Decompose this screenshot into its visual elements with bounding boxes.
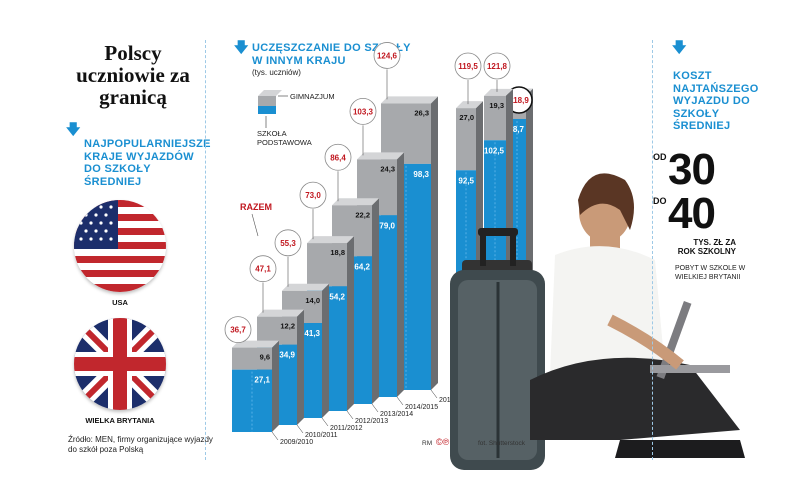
from-label: OD	[653, 152, 667, 162]
legend-label-podstawowa: PODSTAWOWA	[257, 138, 312, 147]
bar-top	[484, 88, 513, 96]
chart-title: UCZĘSZCZANIE DO SZKOŁY W INNYM KRAJU	[252, 42, 411, 67]
label-podstawowa: 108,7	[504, 125, 525, 134]
label-podstawowa: 92,5	[458, 176, 474, 185]
cost-unit: TYS. ZŁ ZA ROK SZKOLNY	[677, 238, 736, 256]
page-title: Polscy uczniowie za granicą	[76, 41, 190, 109]
total-legend-label: RAZEM	[240, 202, 272, 212]
student-photo	[450, 173, 745, 470]
year-label: 2013/2014	[380, 411, 413, 418]
copyright-icon: ©℗	[436, 437, 450, 447]
year-label: 2011/2012	[330, 425, 363, 432]
legend-label-gimnazjum: GIMNAZJUM	[290, 92, 335, 101]
bar-side	[397, 152, 404, 397]
chart-subtitle: (tys. uczniów)	[252, 68, 301, 77]
arrow-down-icon: 🡇	[672, 39, 687, 55]
divider-right	[652, 40, 653, 460]
legend-swatch-gimnazjum	[258, 96, 276, 106]
suitcase-icon	[450, 228, 545, 470]
total-label: 124,6	[377, 51, 398, 60]
rm-credit: RM	[422, 440, 433, 447]
total-label: 103,3	[353, 107, 374, 116]
usa-flag-icon	[74, 200, 166, 292]
total-circle	[249, 255, 277, 283]
label-gimnazjum: 22,2	[355, 210, 370, 219]
total-label: 55,3	[280, 239, 296, 248]
label-gimnazjum: 24,3	[380, 164, 395, 173]
year-label: 2014/2015	[405, 404, 438, 411]
bar-top	[357, 152, 404, 160]
bar-side	[347, 236, 354, 411]
total-circle	[324, 143, 352, 171]
bar-side	[272, 340, 279, 432]
label-podstawowa: 34,9	[279, 351, 295, 360]
total-label: 73,0	[305, 191, 321, 200]
total-circle	[373, 42, 401, 69]
bar-top	[381, 96, 438, 104]
bar-gimnazjum	[257, 316, 297, 345]
total-label: 36,7	[230, 326, 246, 335]
cost-heading: KOSZT NAJTAŃSZEGO WYJAZDU DO SZKOŁY ŚRED…	[673, 70, 759, 132]
bar-top	[257, 309, 304, 317]
label-podstawowa: 102,5	[484, 146, 505, 155]
label-gimnazjum: 9,6	[260, 353, 270, 362]
label-podstawowa: 27,1	[254, 376, 270, 385]
divider-left	[205, 40, 206, 460]
label-gimnazjum: 18,8	[330, 248, 345, 257]
cost-note: POBYT W SZKOLE W WIELKIEJ BRYTANII	[675, 265, 746, 281]
photo-credit: fot. Shutterstock	[478, 440, 525, 447]
bar-side	[431, 96, 438, 391]
total-circle	[349, 98, 377, 125]
total-circle	[483, 52, 511, 80]
flag-label-uk: WIELKA BRYTANIA	[85, 416, 155, 425]
bar-top	[232, 340, 279, 348]
countries-heading: NAJPOPULARNIEJSZE KRAJE WYJAZDÓW DO SZKO…	[84, 138, 211, 188]
to-value: 40	[668, 189, 716, 238]
total-label: 118,9	[509, 96, 529, 105]
total-label: 86,4	[330, 153, 346, 162]
label-gimnazjum: 14,0	[305, 296, 320, 305]
label-podstawowa: 54,2	[329, 292, 345, 301]
label-podstawowa: 98,3	[413, 170, 429, 179]
year-label: 2012/2013	[355, 418, 388, 425]
bar-top	[456, 101, 483, 109]
legend-label-podstawowa: SZKOŁA	[257, 129, 287, 138]
total-label: 47,1	[255, 265, 271, 274]
student-figure	[530, 173, 745, 458]
bar-side	[297, 309, 304, 425]
flag-label-usa: USA	[112, 298, 128, 307]
year-label: 2010/2011	[305, 432, 338, 439]
bar-side	[322, 283, 329, 418]
arrow-down-icon: 🡇	[66, 121, 81, 137]
label-podstawowa: 79,0	[379, 221, 395, 230]
bar-gimnazjum	[484, 95, 506, 141]
label-podstawowa: 64,2	[354, 262, 370, 271]
total-circle	[274, 229, 302, 257]
total-label: 121,8	[487, 62, 508, 71]
bar-gimnazjum	[307, 243, 347, 287]
total-circle	[454, 52, 482, 80]
label-gimnazjum: 19,3	[489, 101, 504, 110]
label-gimnazjum: 26,3	[414, 108, 429, 117]
bar-side	[372, 198, 379, 404]
label-gimnazjum: 12,2	[280, 322, 295, 331]
year-label: 2009/2010	[280, 439, 313, 446]
total-label: 119,5	[458, 62, 478, 71]
legend-swatch-podstawowa	[258, 106, 276, 114]
total-circle	[299, 181, 327, 209]
arrow-down-icon: 🡇	[234, 39, 249, 55]
label-gimnazjum: 27,0	[459, 113, 474, 122]
bar-gimnazjum	[456, 108, 476, 171]
bar-top	[307, 236, 354, 244]
legend-swatch-top	[258, 90, 282, 96]
bar-gimnazjum	[232, 347, 272, 370]
to-label: DO	[653, 196, 667, 206]
bar-top	[282, 283, 329, 291]
total-circle	[224, 316, 252, 343]
from-value: 30	[668, 145, 716, 194]
bar-top	[332, 198, 379, 206]
source-note: Źródło: MEN, firmy organizujące wyjazdy …	[68, 435, 213, 454]
label-podstawowa: 41,3	[304, 329, 320, 338]
